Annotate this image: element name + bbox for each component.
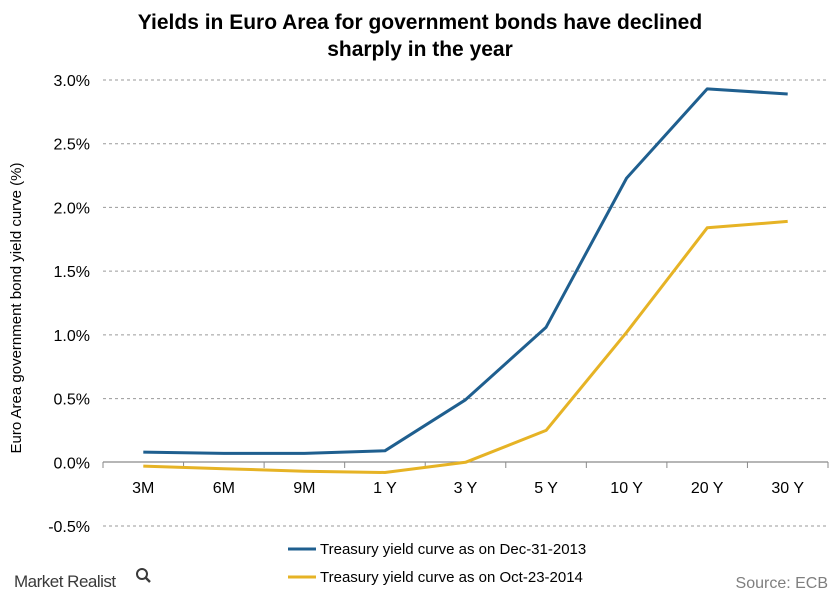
y-tick-label: 1.5% xyxy=(54,264,90,281)
x-tick-label: 1 Y xyxy=(373,480,397,497)
x-tick-label: 3 Y xyxy=(454,480,478,497)
y-axis-label: Euro Area government bond yield curve (%… xyxy=(8,163,25,454)
y-tick-label: -0.5% xyxy=(48,519,90,536)
legend-label-oct-2014: Treasury yield curve as on Oct-23-2014 xyxy=(320,569,583,586)
y-tick-label: 1.0% xyxy=(54,328,90,345)
grid xyxy=(103,79,828,527)
x-tick-label: 6M xyxy=(213,480,235,497)
x-tick-label: 5 Y xyxy=(534,480,558,497)
y-tick-label: 0.5% xyxy=(54,392,90,409)
legend: Treasury yield curve as on Dec-31-2013 T… xyxy=(288,541,586,586)
brand-logo: Market Realist xyxy=(14,568,151,591)
y-tick-label: 0.0% xyxy=(54,455,90,472)
x-axis-ticks: 3M 6M 9M 1 Y 3 Y 5 Y 10 Y 20 Y 30 Y xyxy=(102,462,829,497)
legend-label-dec-2013: Treasury yield curve as on Dec-31-2013 xyxy=(320,541,586,558)
x-tick-label: 10 Y xyxy=(610,480,643,497)
x-tick-label: 3M xyxy=(132,480,154,497)
series-lines xyxy=(143,87,788,474)
series-line-0 xyxy=(143,87,788,455)
magnifier-icon xyxy=(136,568,151,583)
source-note: Source: ECB xyxy=(736,575,828,592)
x-tick-label: 9M xyxy=(293,480,315,497)
y-tick-label: 2.5% xyxy=(54,137,90,154)
x-tick-label: 20 Y xyxy=(691,480,724,497)
y-tick-label: 2.0% xyxy=(54,200,90,217)
series-line-1 xyxy=(143,219,788,474)
brand-name: Market Realist xyxy=(14,572,116,591)
y-tick-label: 3.0% xyxy=(54,73,90,90)
x-tick-label: 30 Y xyxy=(771,480,804,497)
y-axis-ticks: -0.5% 0.0% 0.5% 1.0% 1.5% 2.0% 2.5% 3.0% xyxy=(48,73,90,536)
chart-title-line-1: Yields in Euro Area for government bonds… xyxy=(138,11,702,34)
chart-title-line-2: sharply in the year xyxy=(327,38,513,61)
